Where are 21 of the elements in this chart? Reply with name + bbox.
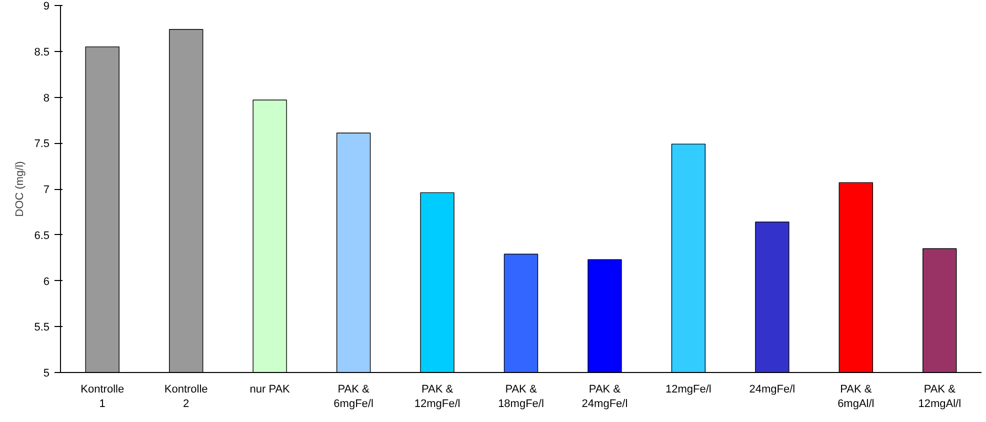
x-tick-label: PAK & 6mgAl/l — [838, 384, 874, 410]
x-tick-label: Kontrolle 1 — [80, 384, 124, 410]
x-tick-label: 24mgFe/l — [749, 384, 796, 396]
y-tick-label: 9 — [43, 0, 50, 12]
y-tick-label: 6 — [43, 276, 50, 288]
y-tick-label: 5.5 — [34, 322, 50, 334]
y-tick-label: 6.5 — [34, 230, 50, 242]
y-tick-label: 8.5 — [34, 46, 50, 58]
x-tick-label: PAK & 24mgFe/l — [582, 384, 628, 410]
x-tick-label: PAK & 12mgAl/l — [918, 384, 962, 410]
y-tick-label: 7.5 — [34, 138, 50, 150]
x-tick-label: Kontrolle 2 — [164, 384, 208, 410]
y-tick-label: 8 — [43, 92, 50, 104]
x-tick-label: PAK & 6mgFe/l — [334, 384, 374, 410]
x-tick-label: PAK & 18mgFe/l — [498, 384, 544, 410]
y-axis-title: DOC (mg/l) — [14, 161, 26, 217]
y-tick-label: 7 — [43, 184, 50, 196]
y-tick-label: 5 — [43, 368, 50, 380]
x-tick-label: PAK & 12mgFe/l — [414, 384, 460, 410]
x-tick-label: 12mgFe/l — [666, 384, 712, 396]
x-tick-label: nur PAK — [250, 384, 291, 396]
